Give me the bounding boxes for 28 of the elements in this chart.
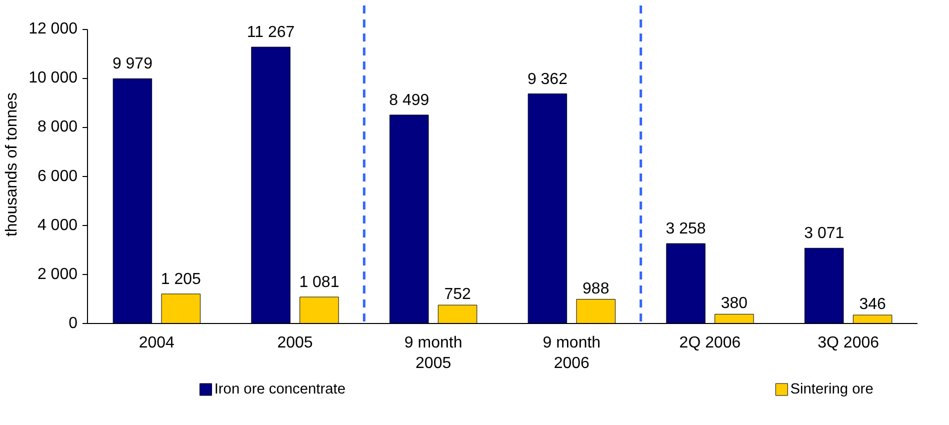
- y-axis-title: thousands of tonnes: [4, 92, 21, 237]
- x-tick-label: 2004: [138, 334, 175, 352]
- data-label: 3 071: [804, 225, 844, 242]
- data-label: 11 267: [246, 24, 295, 42]
- x-tick-label: 3Q 2006: [818, 334, 880, 352]
- x-tick-label: 2Q 2006: [679, 334, 741, 352]
- data-label: 1 205: [160, 270, 201, 288]
- x-tick-label: 2005: [277, 334, 313, 352]
- y-tick-label: 12 000: [28, 20, 78, 38]
- y-tick-label: 10 000: [28, 70, 78, 87]
- y-tick-label: 2 000: [37, 266, 78, 283]
- data-label: 752: [444, 286, 471, 304]
- legend-label: Sintering ore: [790, 382, 874, 398]
- y-tick-label: 0: [68, 315, 78, 332]
- data-label: 1 081: [299, 274, 340, 291]
- data-label: 380: [720, 295, 748, 312]
- data-label: 346: [859, 296, 886, 314]
- x-tick-label: 9 month 2005: [404, 334, 462, 372]
- data-label: 3 258: [666, 220, 706, 238]
- y-tick-label: 6 000: [37, 168, 78, 185]
- legend-label: Iron ore concentrate: [214, 382, 346, 398]
- y-tick-label: 8 000: [37, 118, 78, 136]
- y-tick-label: 4 000: [37, 216, 78, 234]
- data-label: 9 979: [112, 56, 153, 73]
- data-label: 8 499: [389, 92, 430, 109]
- data-label: 9 362: [527, 70, 568, 88]
- x-tick-label: 9 month 2006: [542, 334, 601, 372]
- data-label: 988: [582, 280, 610, 298]
